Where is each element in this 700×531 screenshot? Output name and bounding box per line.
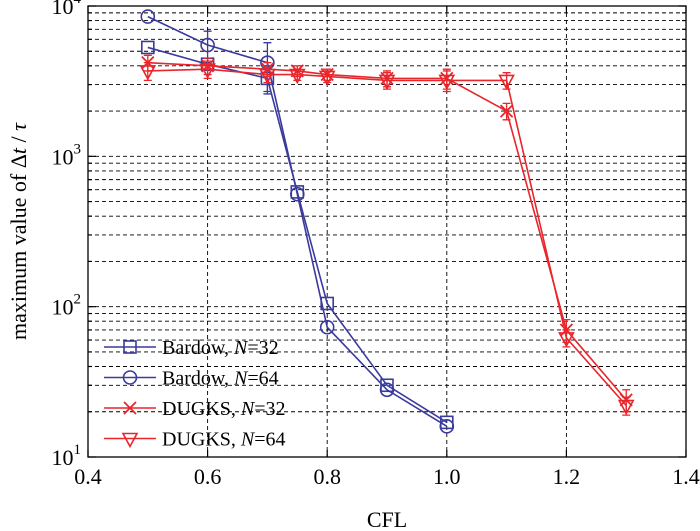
y-tick-exponent: 3 [74, 141, 82, 157]
x-tick-label: 0.8 [313, 464, 341, 489]
y-tick-label: 103 [52, 141, 82, 169]
legend-label: DUGKS, N=32 [162, 398, 286, 420]
legend-label-suffix: =32 [254, 398, 285, 420]
legend-label: DUGKS, N=64 [162, 429, 286, 451]
data-point [439, 419, 455, 434]
y-axis-title-t: t [6, 147, 31, 154]
legend-item: DUGKS, N=32 [104, 398, 286, 420]
data-point [319, 319, 335, 335]
legend-swatch-marker [122, 370, 138, 385]
data-point [140, 9, 156, 24]
y-tick-exponent: 1 [74, 442, 82, 458]
legend-label-prefix: Bardow, [162, 368, 234, 390]
series-line [147, 46, 448, 424]
data-point [141, 40, 155, 55]
y-axis-title-prefix: maximum value of [6, 168, 31, 340]
x-tick-label: 0.6 [194, 464, 222, 489]
data-point [288, 68, 306, 85]
legend-label-prefix: DUGKS, [162, 398, 241, 420]
y-tick-exponent: 4 [74, 0, 82, 7]
legend-label-prefix: Bardow, [162, 337, 234, 359]
y-axis-title-tau: τ [6, 122, 31, 131]
legend-label-var: N [233, 368, 249, 390]
data-point [438, 74, 456, 91]
legend-label-var: N [240, 429, 256, 451]
y-tick-label: 104 [52, 0, 82, 19]
y-axis-title-sep: / [6, 131, 31, 148]
legend-swatch-marker [123, 340, 137, 354]
x-tick-label: 1.0 [433, 464, 461, 489]
legend-label-var: N [233, 337, 249, 359]
legend-label-prefix: DUGKS, [162, 429, 241, 451]
data-point [379, 382, 395, 398]
data-point [318, 70, 336, 87]
tick-labels: 0.40.60.81.01.21.4101102103104 [52, 0, 700, 489]
x-tick-label: 1.2 [553, 464, 581, 489]
data-point [259, 68, 276, 85]
x-axis-title: CFL [367, 507, 407, 531]
data-point [380, 378, 394, 393]
y-tick-base: 10 [52, 295, 74, 320]
y-tick-base: 10 [52, 0, 74, 19]
legend-swatch-marker [121, 432, 139, 449]
data-point [499, 104, 514, 118]
x-tick-label: 0.4 [74, 464, 102, 489]
data-point [139, 65, 157, 81]
series-line [147, 61, 627, 401]
series-2 [140, 9, 455, 434]
y-axis-title: maximum value of Δt / τ [6, 122, 31, 340]
legend-item: Bardow, N=64 [104, 368, 279, 390]
y-tick-base: 10 [52, 445, 74, 470]
grid [88, 6, 686, 457]
data-point [289, 186, 305, 202]
y-tick-base: 10 [52, 144, 74, 169]
data-point [199, 63, 216, 79]
data-point [200, 37, 215, 53]
legend-label-suffix: =64 [247, 368, 278, 390]
legend-label: Bardow, N=32 [162, 337, 279, 359]
data-point [498, 74, 515, 91]
legend-label-var: N [240, 398, 256, 420]
data-point [378, 74, 396, 91]
y-axis-title-delta: Δ [6, 154, 31, 168]
axis-ticks [87, 5, 687, 458]
y-tick-exponent: 2 [74, 292, 82, 308]
legend-item: DUGKS, N=64 [104, 429, 286, 451]
series-layer [139, 9, 635, 434]
series-4 [139, 60, 635, 416]
legend-label: Bardow, N=64 [162, 368, 279, 390]
plot-frame [87, 5, 687, 458]
y-tick-label: 102 [52, 292, 82, 320]
y-tick-label: 101 [52, 442, 82, 470]
x-tick-label: 1.4 [672, 464, 700, 489]
series-line [147, 68, 627, 407]
data-point [617, 399, 635, 416]
legend-swatch-marker [123, 401, 137, 415]
legend-label-suffix: =64 [254, 429, 285, 451]
legend-label-suffix: =32 [247, 337, 278, 359]
legend-item: Bardow, N=32 [104, 337, 279, 359]
data-point [558, 332, 575, 348]
